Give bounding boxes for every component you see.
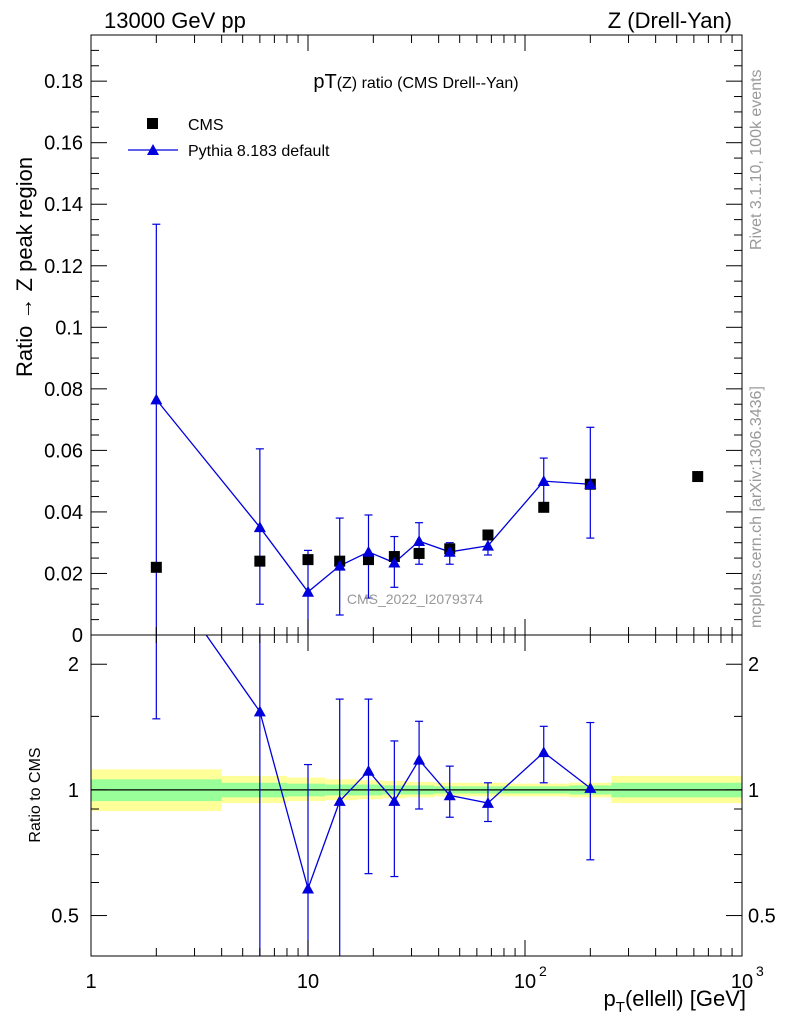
ratio-data-point	[413, 753, 426, 765]
ratio-data-point	[481, 797, 494, 808]
x-tick-label: 10	[297, 971, 319, 993]
ratio-panel: 0.5 0.51 12 2 1 10 10 2 10 3 Ratio to CMS pT(ell…	[27, 634, 776, 1016]
main-y-axis: 0 0.02 0.04 0.06 0.08 0.1 0.12 0.14 0.16 0.18	[44, 49, 742, 647]
legend-cms-label: CMS	[188, 117, 224, 134]
ratio-y-axis: 0.5 0.5 1 1 2 2	[51, 654, 776, 927]
main-y-tick-label: 0.02	[44, 563, 83, 585]
cms-data-point	[413, 547, 425, 559]
x-axis-label-sub: T	[616, 999, 625, 1016]
x-tick-label: 10	[731, 971, 753, 993]
x-tick-exponent: 2	[539, 963, 547, 979]
ratio-data-point	[388, 795, 401, 806]
cms-data-point	[692, 471, 704, 483]
mc-data-point	[537, 475, 550, 486]
legend: CMS Pythia 8.183 default	[128, 117, 330, 160]
main-y-tick-label: 0.1	[55, 317, 83, 339]
mcplots-note: mcplots.cern.ch [arXiv:1306.3436]	[748, 386, 765, 628]
mc-data-point	[413, 535, 426, 546]
main-y-tick-label: 0.04	[44, 502, 83, 524]
cms-data-point	[482, 529, 494, 541]
main-title-main: pT	[313, 71, 336, 93]
main-title-rest: (Z) ratio (CMS Drell--Yan)	[337, 75, 519, 92]
ratio-plot-content	[91, 635, 742, 956]
cms-data-point	[302, 554, 314, 566]
mc-data-point	[443, 545, 456, 557]
x-tick-exponent: 3	[756, 963, 764, 979]
mc-data-point	[481, 539, 494, 551]
mc-data-point	[302, 585, 314, 597]
legend-cms-marker	[147, 118, 158, 129]
x-tick-label-group: 10 2	[514, 963, 547, 993]
ratio-y-tick-label-left: 1	[68, 780, 79, 802]
mc-data-point	[253, 521, 266, 533]
legend-pythia-marker	[147, 144, 159, 155]
mc-data-point	[362, 545, 375, 557]
ratio-data-point	[253, 705, 266, 717]
watermark: CMS_2022_I2079374	[347, 591, 483, 607]
ratio-data-point	[537, 746, 550, 758]
main-plot-content	[150, 223, 704, 635]
rivet-note: Rivet 3.1.10, 100k events	[748, 69, 765, 250]
main-title: pT(Z) ratio (CMS Drell--Yan)	[313, 71, 518, 93]
ratio-y-tick-label-right: 2	[748, 654, 759, 676]
mc-data-point	[584, 478, 597, 490]
main-y-axis-label: Ratio → Z peak region	[12, 157, 37, 377]
ratio-data-point	[584, 782, 597, 793]
main-panel: 0 0.02 0.04 0.06 0.08 0.1 0.12 0.14 0.16 0.18 pT(…	[12, 34, 743, 647]
header-collision: 13000 GeV pp	[104, 8, 246, 33]
main-y-tick-label: 0.16	[44, 133, 83, 155]
x-tick-label-group: 1	[85, 971, 96, 993]
mc-data-point	[333, 559, 346, 571]
ratio-x-axis: 1 10 10 2 10 3	[85, 635, 764, 993]
ratio-data-point	[443, 789, 456, 801]
x-axis-label-rest: (ellell) [GeV]	[625, 986, 746, 1011]
ratio-data-point	[362, 764, 375, 776]
main-y-tick-label: 0	[72, 625, 83, 647]
ratio-y-axis-label: Ratio to CMS	[27, 747, 44, 842]
ratio-data-point	[302, 882, 314, 894]
main-y-tick-label: 0.14	[44, 194, 83, 216]
mc-data-point	[388, 556, 401, 568]
cms-data-point	[388, 551, 400, 563]
x-tick-label: 1	[85, 971, 96, 993]
cms-data-point	[538, 501, 550, 513]
ratio-y-tick-label-left: 2	[68, 654, 79, 676]
main-y-tick-label: 0.18	[44, 71, 83, 93]
legend-pythia-label: Pythia 8.183 default	[188, 143, 330, 160]
ratio-y-tick-label-right: 0.5	[748, 906, 776, 928]
x-tick-label-group: 10 3	[731, 963, 764, 993]
header-process: Z (Drell-Yan)	[608, 8, 732, 33]
mc-data-point	[150, 393, 163, 405]
x-axis-label-main: p	[604, 986, 616, 1011]
main-x-ticks	[90, 35, 733, 635]
x-tick-label-group: 10	[297, 971, 319, 993]
ratio-frame	[90, 634, 743, 957]
x-tick-label: 10	[514, 971, 536, 993]
ratio-data-point	[333, 795, 346, 806]
main-y-tick-label: 0.06	[44, 440, 83, 462]
ratio-series-line	[205, 635, 591, 891]
main-y-tick-label: 0.12	[44, 256, 83, 278]
cms-data-point	[150, 561, 162, 573]
ratio-y-tick-label-left: 0.5	[51, 906, 79, 928]
x-axis-label: pT(ellell) [GeV]	[604, 986, 746, 1016]
ratio-y-tick-label-right: 1	[748, 780, 759, 802]
cms-data-point	[362, 554, 374, 566]
cms-data-point	[254, 555, 266, 567]
main-y-tick-label: 0.08	[44, 379, 83, 401]
